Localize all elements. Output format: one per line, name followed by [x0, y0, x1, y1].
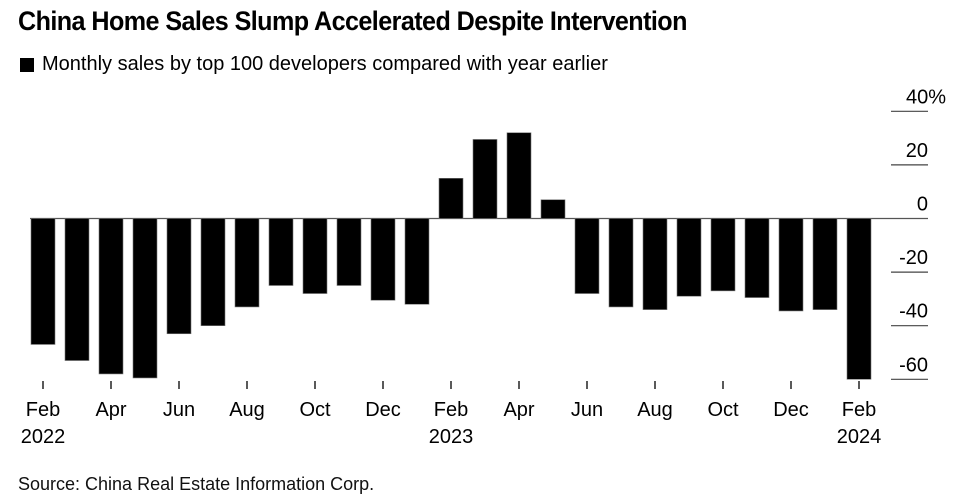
bar	[404, 218, 430, 305]
bar	[574, 218, 600, 294]
bar	[506, 132, 532, 219]
x-tick-label: Feb	[26, 399, 60, 421]
x-tick-label: Feb	[434, 399, 468, 421]
bar	[812, 218, 838, 310]
legend-label: Monthly sales by top 100 developers comp…	[42, 53, 608, 75]
bar	[98, 218, 124, 375]
y-tick-label: 0	[917, 194, 928, 216]
y-tick-label: 20	[906, 140, 928, 162]
source-note: Source: China Real Estate Information Co…	[18, 474, 375, 494]
bar	[166, 218, 192, 335]
bar	[302, 218, 328, 294]
bar	[370, 218, 396, 301]
y-tick-label: -40	[899, 301, 928, 323]
x-tick-label: Aug	[229, 399, 265, 421]
bar	[676, 218, 702, 297]
bar	[472, 139, 498, 219]
legend-swatch	[20, 57, 34, 72]
bar	[540, 199, 566, 219]
bar	[30, 218, 56, 345]
y-tick-label: -20	[899, 247, 928, 269]
bar	[234, 218, 260, 308]
bar	[200, 218, 226, 326]
x-tick-label: Oct	[299, 399, 331, 421]
x-tick-label: Oct	[707, 399, 739, 421]
bar	[744, 218, 770, 298]
x-tick-year-label: 2024	[837, 426, 882, 448]
bar	[268, 218, 294, 286]
legend: Monthly sales by top 100 developers comp…	[20, 53, 608, 76]
bar	[608, 218, 634, 308]
x-tick-label: Jun	[571, 399, 603, 421]
x-tick-label: Aug	[637, 399, 673, 421]
bar	[336, 218, 362, 286]
x-tick-label: Apr	[95, 399, 126, 421]
x-tick-label: Apr	[503, 399, 534, 421]
x-tick-label: Dec	[773, 399, 809, 421]
y-tick-label: -60	[899, 354, 928, 376]
bar	[710, 218, 736, 292]
x-tick-label: Feb	[842, 399, 876, 421]
bar	[846, 218, 872, 380]
bar	[438, 178, 464, 219]
x-tick-label: Jun	[163, 399, 195, 421]
x-tick-year-label: 2023	[429, 426, 474, 448]
bar	[642, 218, 668, 310]
x-tick-label: Dec	[365, 399, 401, 421]
y-tick-label: 40%	[906, 86, 946, 108]
x-tick-year-label: 2022	[21, 426, 66, 448]
bar	[64, 218, 90, 361]
chart-title: China Home Sales Slump Accelerated Despi…	[18, 6, 687, 36]
bar	[132, 218, 158, 379]
bar	[778, 218, 804, 312]
